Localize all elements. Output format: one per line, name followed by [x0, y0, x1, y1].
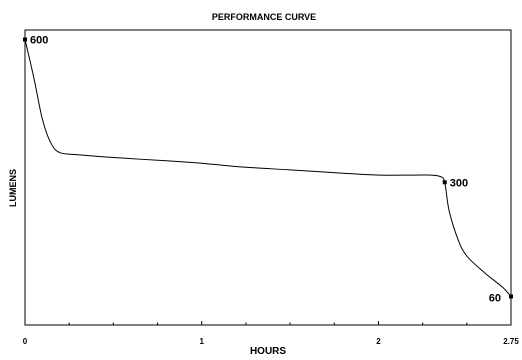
x-tick-label: 2	[376, 337, 381, 346]
data-point-marker	[509, 294, 513, 299]
lumens-series-line	[24, 39, 512, 297]
chart-title: PERFORMANCE CURVE	[212, 12, 316, 22]
data-point-marker	[442, 180, 447, 185]
x-axis-label: HOURS	[250, 346, 286, 357]
data-point-marker	[23, 37, 27, 42]
plot-area: 0 1 2 2.75 600 300 60	[23, 29, 519, 346]
x-tick-label: 1	[200, 337, 205, 346]
data-point-label: 600	[30, 35, 48, 47]
data-point-label: 60	[489, 292, 501, 304]
plot-frame	[24, 29, 512, 326]
x-tick-label: 2.75	[503, 337, 519, 346]
x-tick-label: 0	[23, 337, 28, 346]
y-axis-label: LUMENS	[8, 169, 18, 207]
data-point-label: 300	[450, 177, 468, 189]
